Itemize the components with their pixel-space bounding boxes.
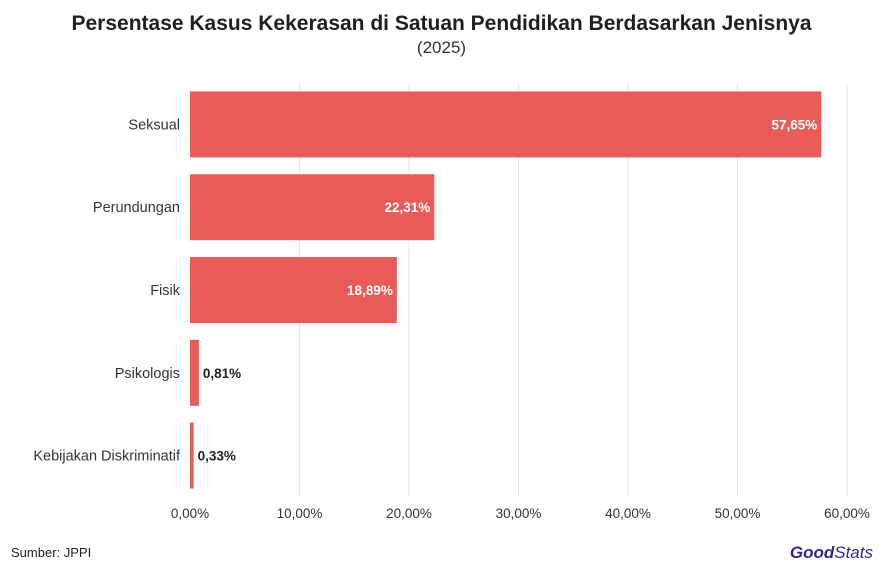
bar — [190, 257, 397, 323]
data-label: 22,31% — [384, 200, 430, 215]
category-label: Psikologis — [115, 366, 180, 382]
bar — [190, 422, 194, 489]
logo-part-stats: Stats — [834, 543, 873, 562]
goodstats-logo: GoodStats — [790, 543, 873, 563]
category-label: Kebijakan Diskriminatif — [33, 449, 181, 465]
category-label: Fisik — [150, 283, 181, 299]
data-label: 18,89% — [347, 283, 393, 298]
bar — [190, 174, 435, 241]
x-tick-label: 20,00% — [386, 506, 432, 521]
x-tick-label: 60,00% — [824, 506, 870, 521]
logo-part-good: Good — [789, 543, 835, 562]
chart-title: Persentase Kasus Kekerasan di Satuan Pen… — [71, 12, 812, 35]
x-tick-label: 10,00% — [277, 506, 323, 521]
bars — [190, 91, 822, 489]
x-tick-label: 0,00% — [171, 506, 209, 521]
category-label: Seksual — [128, 117, 180, 133]
data-label: 0,81% — [203, 366, 241, 381]
bar — [190, 91, 822, 158]
x-tick-label: 40,00% — [605, 506, 651, 521]
labels: 0,00% 10,00% 20,00% 30,00% 40,00% 50,00% 60,00… — [33, 117, 870, 521]
chart-subtitle: (2025) — [416, 38, 467, 57]
source-note: Sumber: JPPI — [11, 545, 92, 560]
data-label: 0,33% — [198, 449, 236, 464]
data-label: 57,65% — [771, 117, 817, 132]
x-tick-label: 30,00% — [496, 506, 542, 521]
x-tick-label: 50,00% — [715, 506, 761, 521]
bar — [190, 339, 199, 406]
category-label: Perundungan — [93, 200, 180, 216]
